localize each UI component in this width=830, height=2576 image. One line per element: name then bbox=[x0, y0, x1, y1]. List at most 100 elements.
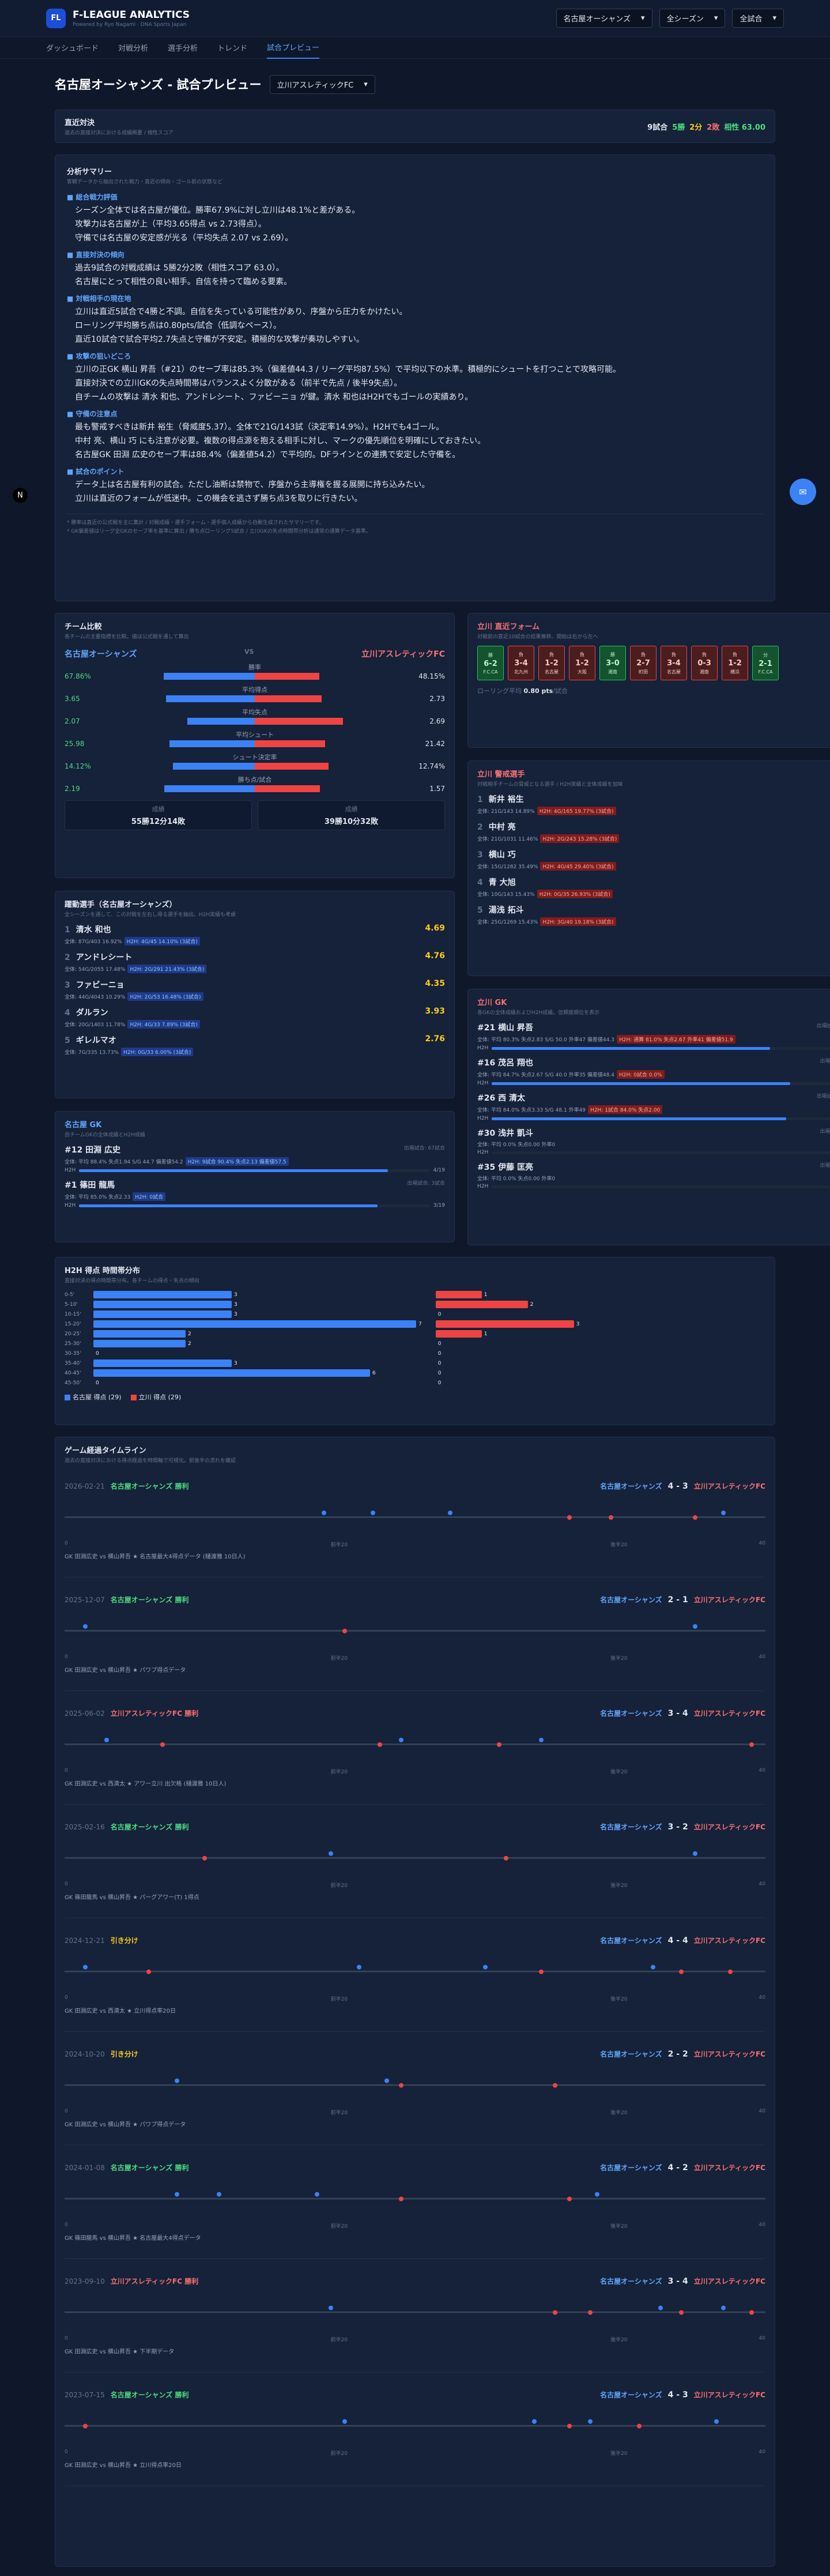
opponent-select[interactable]: 立川アスレティックFC ▾ bbox=[269, 74, 375, 94]
goal-marker bbox=[347, 1509, 399, 1516]
dist-row: 15-20' 7 bbox=[65, 1319, 422, 1329]
dist-row: 20-25' 2 bbox=[65, 1329, 422, 1339]
goal-marker bbox=[193, 2191, 245, 2198]
goal-marker bbox=[691, 2418, 742, 2425]
gk-item[interactable]: #26 西 清太 出場試合: 11試合全体: 平均 84.0% 失点3.33 S/… bbox=[477, 1092, 830, 1121]
player-row[interactable]: 4 ダルラン 全体: 20G/1403 11.78% H2H: 4G/33 7.89%… bbox=[65, 1007, 445, 1029]
gk-item[interactable]: #21 横山 昇吾 出場試合: 31試合全体: 平均 80.3% 失点2.83 S… bbox=[477, 1022, 830, 1051]
compare-value-a: 67.86% bbox=[65, 672, 91, 680]
notion-icon[interactable]: N bbox=[13, 488, 28, 503]
timeline-ticks: 0 前半20 後半20 40 bbox=[65, 1768, 765, 1775]
dist-row: 0 bbox=[436, 1349, 765, 1358]
dist-bar bbox=[435, 1330, 482, 1338]
timeline-tick: 40 bbox=[759, 1995, 765, 2001]
player-row[interactable]: 3 ファビーニョ 全体: 44G/4043 10.29% H2H: 2G/53 16.… bbox=[65, 979, 445, 1001]
form-tile: 負 3-4 北九州 bbox=[508, 646, 534, 680]
match-row[interactable]: 2023-07-15 名古屋オーシャンズ 勝利 名古屋オーシャンズ 4 - 3 立川アス… bbox=[65, 2372, 765, 2486]
header-selects: 名古屋オーシャンズ ▾ 全シーズン ▾ 全試合 ▾ bbox=[556, 9, 784, 28]
timeline-axis bbox=[65, 1743, 765, 1745]
goal-marker bbox=[571, 2191, 623, 2198]
form-result: 負 bbox=[733, 651, 737, 657]
dist-bar bbox=[93, 1340, 186, 1347]
player-row[interactable]: 5 湯浅 拓斗 全体: 25G/1269 15.43% H2H: 3G/40 19.1… bbox=[477, 904, 830, 926]
gk-save-bar bbox=[492, 1082, 830, 1085]
timeline-ticks: 0 前半20 後半20 40 bbox=[65, 1541, 765, 1548]
record-a: 成績 55勝12分14敗 bbox=[65, 800, 252, 830]
match-score: 3 - 2 bbox=[667, 1822, 688, 1832]
gk-item[interactable]: #35 伊藤 匡亮 出場試合: 1試合全体: 平均 0.0% 失点0.00 外率0… bbox=[477, 1161, 830, 1189]
timeline-tick: 40 bbox=[759, 1768, 765, 1773]
compare-row: 平均得点 3.65 2.73 bbox=[65, 685, 445, 705]
form-score: 1-2 bbox=[728, 658, 742, 668]
player-row[interactable]: 2 中村 亮全体: 21G/1031 11.46% H2H: 2G/243 15.2… bbox=[477, 821, 830, 843]
gk-apps: 出場試合: 67試合 bbox=[403, 1146, 445, 1151]
player-row[interactable]: 4 青 大旭 全体: 10G/143 15.43% H2H: 0G/35 26.93%… bbox=[477, 876, 830, 898]
dist-row: 2 bbox=[435, 1300, 765, 1309]
match-row[interactable]: 2025-06-02 立川アスレティックFC 勝利 名古屋オーシャンズ 3 - 4 立川… bbox=[65, 1691, 765, 1805]
chat-icon[interactable]: ✉ bbox=[790, 479, 816, 505]
player-row[interactable]: 1 新井 裕生 全体: 21G/143 14.89% H2H: 4G/165 19.7… bbox=[477, 793, 830, 815]
timeline-axis bbox=[65, 1857, 765, 1859]
match-team-a: 名古屋オーシャンズ bbox=[600, 2277, 662, 2285]
player-row[interactable]: 5 ギレルマオ 全体: 7G/335 13.73% H2H: 0G/33 6.00% … bbox=[65, 1034, 445, 1056]
gk-apps: 出場試合: 31試合 bbox=[816, 1023, 830, 1029]
match-row[interactable]: 2025-12-07 名古屋オーシャンズ 勝利 名古屋オーシャンズ 2 - 1 立川アス… bbox=[65, 1577, 765, 1691]
goal-marker bbox=[375, 1737, 427, 1743]
match-row[interactable]: 2024-12-21 引き分け 名古屋オーシャンズ 4 - 4 立川アスレティックFC 0… bbox=[65, 1918, 765, 2032]
tab-players[interactable]: 選手分析 bbox=[168, 44, 198, 53]
match-row[interactable]: 2026-02-21 名古屋オーシャンズ 勝利 名古屋オーシャンズ 4 - 3 立川アス… bbox=[65, 1464, 765, 1577]
player-row[interactable]: 3 横山 巧全体: 15G/1282 35.49% H2H: 4G/45 29.40… bbox=[477, 849, 830, 871]
gk-item[interactable]: #30 浅井 凱斗 出場試合: 1試合全体: 平均 0.0% 失点0.00 外率0… bbox=[477, 1127, 830, 1155]
summary-sub: 客観データから抽出された戦力・直近の傾向・ゴール前の状態など bbox=[67, 179, 223, 185]
gk-save-bar bbox=[492, 1185, 830, 1188]
gk-h2h-tag: H2H: 0試合 bbox=[133, 1192, 166, 1201]
timeline-tick: 前半20 bbox=[330, 2224, 348, 2229]
player-rank: 1 bbox=[477, 795, 483, 804]
match-row[interactable]: 2024-10-20 引き分け 名古屋オーシャンズ 2 - 2 立川アスレティックFC 0… bbox=[65, 2032, 765, 2145]
match-row[interactable]: 2024-01-08 名古屋オーシャンズ 勝利 名古屋オーシャンズ 4 - 2 立川アス… bbox=[65, 2145, 765, 2259]
player-row[interactable]: 1 清水 和也 全体: 87G/403 16.92% H2H: 4G/45 14.10… bbox=[65, 924, 445, 946]
player-meta: 全体: 20G/1403 11.78% bbox=[65, 1022, 126, 1028]
dist-value: 3 bbox=[576, 1321, 580, 1327]
compare-value-b: 1.57 bbox=[429, 785, 445, 793]
form-result: 負 bbox=[702, 651, 707, 657]
h2h-tag: H2H: 3G/40 19.18% (3試合) bbox=[540, 917, 616, 926]
player-row[interactable]: 2 アンドレシート 全体: 54G/2055 17.48% H2H: 2G/291 2… bbox=[65, 951, 445, 973]
match-row[interactable]: 2025-02-16 名古屋オーシャンズ 勝利 名古屋オーシャンズ 3 - 2 立川アス… bbox=[65, 1805, 765, 1918]
match-footer: GK 田淵広史 vs 西清太 ★ アワー立川 出欠格 (樋渡雅 10日人) bbox=[65, 1781, 227, 1787]
goal-marker bbox=[305, 2304, 357, 2311]
key-players-sub: 全シーズンを通して、この対戦を左右し得る選手を抽出。H2H実績も考慮 bbox=[65, 912, 236, 918]
gk-item[interactable]: #1 篠田 龍馬 出場試合: 3試合 全体: 平均 85.0% 失点2.33 H2H:… bbox=[65, 1179, 445, 1208]
dist-value: 0 bbox=[96, 1380, 99, 1386]
match-timeline bbox=[65, 2061, 765, 2107]
match-row[interactable]: 2023-09-10 立川アスレティックFC 勝利 名古屋オーシャンズ 3 - 4 立川… bbox=[65, 2259, 765, 2372]
compare-label: シュート決定率 bbox=[232, 754, 277, 761]
goal-marker bbox=[726, 2309, 778, 2316]
season-select[interactable]: 全シーズン ▾ bbox=[659, 9, 726, 28]
compare-value-b: 2.69 bbox=[429, 717, 445, 725]
tab-trend[interactable]: トレンド bbox=[217, 44, 248, 53]
compare-label: 勝率 bbox=[248, 664, 261, 671]
h2h-tag: H2H: 0G/33 6.00% (3試合) bbox=[120, 1048, 194, 1056]
competition-select[interactable]: 全試合 ▾ bbox=[732, 9, 784, 28]
timeline-tick: 後半20 bbox=[610, 2451, 628, 2457]
own-gk-sub: 自チームGKの全体成績とH2H成績 bbox=[65, 1132, 145, 1138]
app-logo[interactable]: FL F-LEAGUE ANALYTICS Powered by Ryo Nag… bbox=[46, 8, 190, 28]
dist-row: 0-5' 3 bbox=[65, 1290, 422, 1300]
goal-marker bbox=[354, 1741, 406, 1748]
timeline-tick: 0 bbox=[65, 2222, 68, 2228]
gk-name: #12 田淵 広史 bbox=[65, 1146, 120, 1155]
gk-item[interactable]: #16 茂呂 翔也 出場試合: 1試合全体: 平均 84.7% 失点2.67 S/… bbox=[477, 1057, 830, 1086]
tab-preview[interactable]: 試合プレビュー bbox=[267, 37, 320, 59]
compare-value-a: 25.98 bbox=[65, 740, 85, 748]
goal-marker bbox=[627, 1964, 679, 1971]
team-select[interactable]: 名古屋オーシャンズ ▾ bbox=[556, 9, 652, 28]
dist-title: H2H 得点 時間帯分布 bbox=[65, 1267, 140, 1275]
form-result: 勝 bbox=[488, 652, 493, 658]
timeline-ticks: 0 前半20 後半20 40 bbox=[65, 2108, 765, 2116]
tab-dashboard[interactable]: ダッシュボード bbox=[46, 44, 99, 53]
tab-matchup[interactable]: 対戦分析 bbox=[118, 44, 149, 53]
goal-marker bbox=[669, 1850, 721, 1857]
gk-item[interactable]: #12 田淵 広史 出場試合: 67試合 全体: 平均 88.4% 失点1.94 S… bbox=[65, 1144, 445, 1173]
dist-value: 1 bbox=[484, 1331, 488, 1337]
